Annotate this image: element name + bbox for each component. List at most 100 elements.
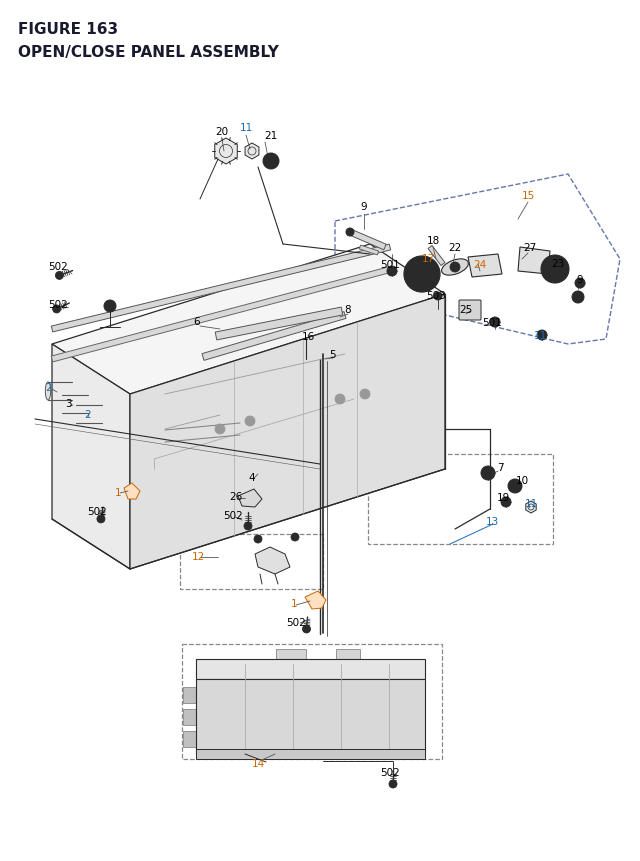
Text: 19: 19 [497, 492, 509, 503]
Text: 502: 502 [223, 511, 243, 520]
Text: 502: 502 [380, 767, 400, 777]
Bar [298, 684, 338, 739]
Circle shape [508, 480, 522, 493]
Bar [154, 344, 353, 469]
Text: 6: 6 [194, 317, 200, 326]
Bar [368, 455, 553, 544]
Circle shape [52, 306, 61, 313]
Text: 503: 503 [426, 291, 446, 300]
Text: 22: 22 [449, 243, 461, 253]
Bar [336, 342, 352, 363]
Text: 14: 14 [252, 759, 264, 768]
Polygon shape [130, 294, 445, 569]
Ellipse shape [74, 406, 79, 424]
Polygon shape [196, 679, 425, 754]
Circle shape [413, 266, 431, 283]
Bar [183, 709, 196, 725]
Text: 11: 11 [533, 331, 547, 341]
Text: FIGURE 163: FIGURE 163 [18, 22, 118, 37]
Ellipse shape [99, 406, 105, 424]
Bar [336, 649, 360, 661]
Polygon shape [360, 246, 379, 256]
Text: 501: 501 [482, 318, 502, 328]
Polygon shape [215, 139, 237, 164]
Circle shape [541, 256, 569, 283]
Text: 8: 8 [345, 305, 351, 314]
Polygon shape [51, 267, 393, 362]
Polygon shape [428, 246, 445, 266]
Ellipse shape [442, 259, 468, 276]
Circle shape [501, 498, 511, 507]
Text: 27: 27 [524, 243, 536, 253]
Circle shape [434, 293, 442, 300]
Text: 502: 502 [48, 262, 68, 272]
FancyBboxPatch shape [295, 324, 317, 339]
Bar [202, 684, 242, 739]
Text: 24: 24 [474, 260, 486, 269]
Text: 11: 11 [524, 499, 538, 508]
Text: 13: 13 [485, 517, 499, 526]
Text: 2: 2 [45, 382, 52, 393]
Text: 17: 17 [421, 254, 435, 263]
Text: OPEN/CLOSE PANEL ASSEMBLY: OPEN/CLOSE PANEL ASSEMBLY [18, 45, 279, 60]
Text: 1: 1 [291, 598, 298, 608]
Bar [183, 687, 196, 703]
Circle shape [537, 331, 547, 341]
Text: 502: 502 [286, 617, 306, 628]
Polygon shape [245, 144, 259, 160]
Text: 10: 10 [515, 475, 529, 486]
Bar [183, 731, 196, 747]
Text: 5: 5 [330, 350, 336, 360]
Text: 20: 20 [216, 127, 228, 137]
Text: 15: 15 [522, 191, 534, 201]
Circle shape [346, 229, 354, 237]
Polygon shape [52, 344, 130, 569]
Ellipse shape [85, 395, 91, 413]
Polygon shape [349, 230, 386, 251]
Ellipse shape [45, 382, 51, 400]
Text: 18: 18 [426, 236, 440, 245]
Text: 25: 25 [460, 305, 472, 314]
Text: 3: 3 [65, 399, 71, 408]
Circle shape [450, 263, 460, 273]
Polygon shape [468, 255, 502, 278]
Circle shape [303, 625, 310, 633]
Bar [276, 649, 306, 661]
Circle shape [572, 292, 584, 304]
Circle shape [360, 389, 370, 400]
Circle shape [575, 279, 585, 288]
Circle shape [245, 417, 255, 426]
Polygon shape [196, 660, 425, 679]
Circle shape [215, 424, 225, 435]
FancyBboxPatch shape [459, 300, 481, 320]
Circle shape [291, 533, 299, 542]
Ellipse shape [238, 424, 242, 436]
Polygon shape [196, 749, 425, 759]
Text: 501: 501 [380, 260, 400, 269]
Text: 2: 2 [84, 410, 92, 419]
Bar [346, 684, 386, 739]
Text: 502: 502 [48, 300, 68, 310]
Polygon shape [255, 548, 290, 574]
Circle shape [481, 467, 495, 480]
Text: 26: 26 [229, 492, 243, 501]
Circle shape [263, 154, 279, 170]
Circle shape [404, 257, 440, 293]
Polygon shape [202, 313, 346, 361]
Polygon shape [51, 245, 390, 332]
Polygon shape [215, 307, 343, 341]
Text: 23: 23 [552, 258, 564, 269]
Bar [182, 644, 442, 759]
Ellipse shape [163, 430, 167, 443]
Text: 7: 7 [497, 462, 503, 473]
Circle shape [387, 267, 397, 276]
Polygon shape [52, 245, 445, 394]
Text: 11: 11 [239, 123, 253, 133]
Text: 9: 9 [577, 275, 583, 285]
Circle shape [56, 272, 63, 280]
Polygon shape [518, 248, 550, 275]
Text: 21: 21 [264, 131, 278, 141]
Text: 9: 9 [361, 201, 367, 212]
Text: 1: 1 [115, 487, 122, 498]
Bar [180, 535, 323, 589]
